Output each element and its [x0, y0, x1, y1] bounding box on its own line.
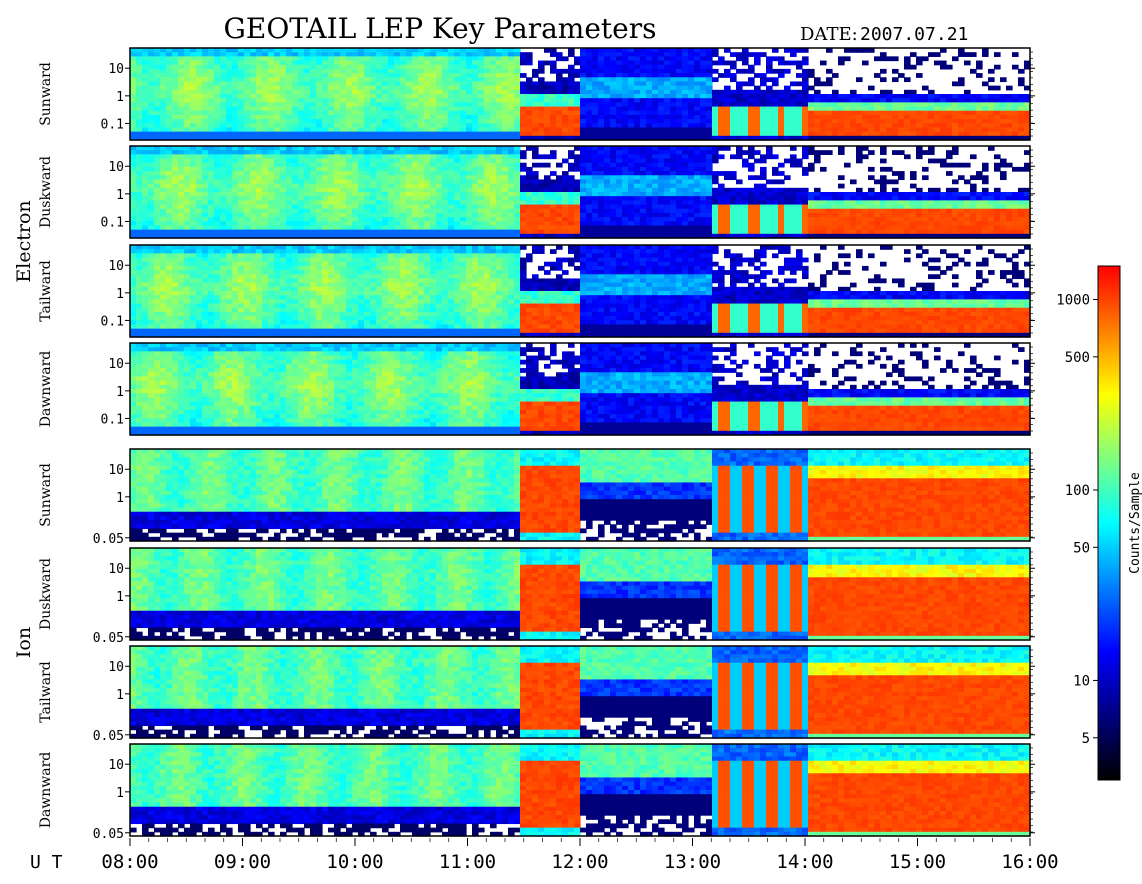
ion-tailward-ytick-label: 10	[108, 660, 124, 675]
colorbar-tick-label: 1000	[1056, 293, 1090, 309]
ut-label: U T	[30, 852, 63, 873]
electron-sunward-ytick-label: 0.1	[101, 117, 124, 132]
ion-duskward-ytick-label: 10	[108, 562, 124, 577]
x-tick-label: 12:00	[551, 851, 608, 873]
ion-species-label: Ion	[13, 627, 35, 658]
electron-dawnward-ytick-label: 0.1	[101, 412, 124, 427]
ion-duskward-cells	[130, 548, 1031, 641]
electron-duskward-ytick-label: 10	[108, 160, 124, 175]
spectrogram-panels: 10 1 0.1 Sunward 10 1 0.1 Duskward 10 1 0.1 Tailwar…	[13, 48, 1035, 842]
colorbar-tick-label: 5	[1082, 731, 1090, 747]
ion-tailward-panel: 10 1 0.05 Tailward	[38, 646, 1035, 744]
ion-sunward-ytick-label: 1	[116, 491, 124, 506]
electron-duskward-label: Duskward	[38, 156, 54, 228]
electron-sunward-panel: 10 1 0.1 Sunward	[38, 48, 1035, 141]
electron-duskward-ytick-label: 0.1	[101, 215, 124, 230]
ion-dawnward-panel: 10 1 0.05 Dawnward	[38, 744, 1035, 842]
electron-dawnward-label: Dawnward	[38, 351, 54, 428]
electron-duskward-ytick-label: 1	[116, 188, 124, 203]
x-tick-label: 11:00	[439, 851, 496, 873]
date-value: 2007.07.21	[860, 24, 968, 45]
x-tick-label: 13:00	[664, 851, 721, 873]
ion-tailward-ytick-label: 1	[116, 688, 124, 703]
ion-sunward-ytick-label: 10	[108, 463, 124, 478]
ion-duskward-label: Duskward	[38, 558, 54, 630]
colorbar-label: Counts/Sample	[1128, 472, 1142, 574]
ion-tailward-ytick-label: 0.05	[93, 729, 124, 744]
ion-duskward-panel: 10 1 0.05 Duskward	[38, 548, 1035, 646]
colorbar-tick-label: 50	[1073, 540, 1090, 556]
date-label: DATE:	[800, 24, 858, 45]
electron-dawnward-ytick-label: 10	[108, 357, 124, 372]
electron-species-label: Electron	[13, 200, 35, 282]
colorbar-tick-label: 500	[1065, 350, 1090, 366]
colorbar-tick-label: 10	[1073, 673, 1090, 689]
colorbar-gradient	[1098, 266, 1120, 780]
ion-tailward-cells	[130, 646, 1031, 739]
electron-tailward-ytick-label: 0.1	[101, 314, 124, 329]
electron-sunward-ytick-label: 1	[116, 90, 124, 105]
x-tick-label: 09:00	[214, 851, 271, 873]
electron-tailward-panel: 10 1 0.1 Tailward	[38, 245, 1035, 338]
ion-sunward-panel: 10 1 0.05 Sunward	[38, 449, 1035, 547]
ion-dawnward-label: Dawnward	[38, 752, 54, 829]
colorbar-tick-label: 100	[1065, 483, 1090, 499]
ion-dawnward-ytick-label: 0.05	[93, 827, 124, 842]
ion-duskward-ytick-label: 1	[116, 590, 124, 605]
electron-tailward-label: Tailward	[38, 260, 54, 322]
colorbar: 1000 500 100 50 10 5 Counts/Sample	[1056, 266, 1142, 780]
ion-sunward-cells	[130, 449, 1031, 542]
ion-dawnward-cells	[130, 744, 1031, 837]
ion-sunward-label: Sunward	[38, 463, 54, 527]
x-tick-label: 14:00	[776, 851, 833, 873]
ion-sunward-ytick-label: 0.05	[93, 532, 124, 547]
x-tick-label: 10:00	[326, 851, 383, 873]
electron-duskward-panel: 10 1 0.1 Duskward	[38, 146, 1035, 239]
ion-dawnward-ytick-label: 10	[108, 758, 124, 773]
ion-duskward-ytick-label: 0.05	[93, 631, 124, 646]
time-axis: 08:00 09:00 10:00 11:00 12:00 13:00 14:00 15:00…	[101, 838, 1058, 873]
electron-tailward-ytick-label: 1	[116, 287, 124, 302]
x-tick-label: 16:00	[1001, 851, 1058, 873]
x-tick-label: 15:00	[889, 851, 946, 873]
electron-tailward-ytick-label: 10	[108, 259, 124, 274]
electron-sunward-ytick-label: 10	[108, 62, 124, 77]
ion-dawnward-ytick-label: 1	[116, 786, 124, 801]
electron-sunward-label: Sunward	[38, 62, 54, 126]
electron-dawnward-panel: 10 1 0.1 Dawnward	[38, 343, 1035, 436]
electron-dawnward-ytick-label: 1	[116, 385, 124, 400]
x-tick-label: 08:00	[101, 851, 158, 873]
ion-tailward-label: Tailward	[38, 661, 54, 723]
chart-title: GEOTAIL LEP Key Parameters	[224, 12, 657, 45]
